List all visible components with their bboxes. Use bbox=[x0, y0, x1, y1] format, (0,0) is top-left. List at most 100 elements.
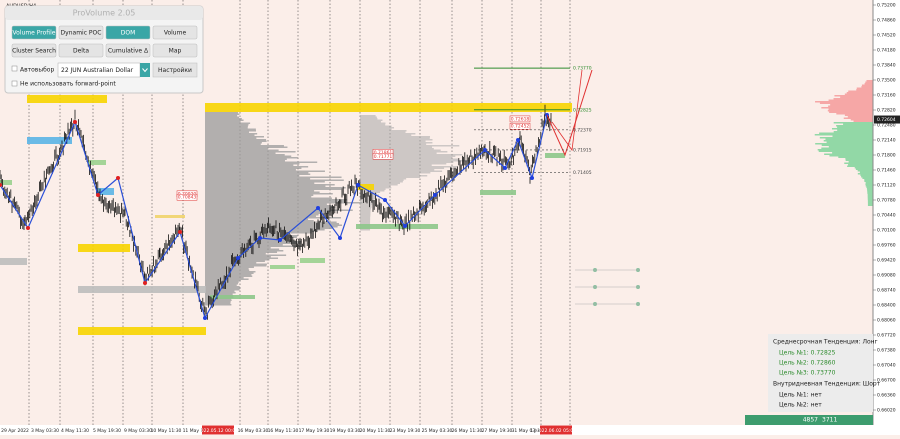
dom-profile-bar bbox=[862, 177, 874, 179]
volume-profile-bar bbox=[205, 247, 271, 249]
dom-profile-bar bbox=[821, 107, 886, 109]
checkbox[interactable] bbox=[11, 80, 18, 87]
volume-profile-bar bbox=[205, 176, 342, 178]
volume-profile-bar bbox=[205, 155, 292, 157]
time-highlight bbox=[540, 425, 572, 435]
volume-profile-bar bbox=[205, 221, 337, 223]
dom-profile-bar bbox=[854, 167, 879, 169]
time-label: 27 May 19:30 bbox=[482, 428, 513, 434]
volume-profile-bar bbox=[205, 164, 294, 166]
volume-profile-bar bbox=[360, 140, 426, 142]
tool-button[interactable] bbox=[58, 25, 104, 40]
volume-profile-bar bbox=[360, 137, 430, 139]
volume-profile-bar bbox=[205, 115, 238, 117]
time-label: 9 May 03:30 bbox=[124, 428, 152, 434]
time-label: 20 May 11:30 bbox=[360, 428, 391, 434]
tool-button[interactable] bbox=[105, 43, 151, 58]
dom-profile-bar bbox=[828, 108, 890, 110]
swing-point bbox=[278, 238, 282, 242]
price-label: 0.73840 bbox=[877, 63, 896, 69]
dom-profile-bar bbox=[823, 140, 889, 142]
volume-profile-bar bbox=[360, 217, 371, 219]
tool-button[interactable] bbox=[152, 43, 198, 58]
volume-profile-bar bbox=[360, 130, 407, 132]
volume-profile-bar bbox=[205, 170, 325, 172]
dom-profile-bar bbox=[867, 203, 874, 205]
zigzag-line bbox=[0, 114, 548, 320]
swing-point bbox=[143, 281, 147, 285]
dom-profile-bar bbox=[850, 119, 878, 121]
swing-point bbox=[356, 183, 360, 187]
price-box bbox=[176, 193, 198, 201]
dom-profile-bar bbox=[821, 144, 885, 146]
swing-point bbox=[178, 230, 182, 234]
swing-point bbox=[316, 206, 320, 210]
tool-button[interactable] bbox=[105, 25, 151, 40]
volume-profile-bar bbox=[205, 224, 342, 226]
dom-profile-bar bbox=[844, 114, 888, 116]
current-price-box bbox=[874, 115, 900, 124]
volume-profile-bar bbox=[205, 212, 329, 214]
panel-title: ProVolume 2.05 bbox=[73, 9, 136, 18]
dom-profile-bar bbox=[861, 176, 874, 178]
level-zone bbox=[300, 258, 325, 263]
volume-profile-bar bbox=[205, 233, 288, 235]
select-arrow[interactable] bbox=[140, 63, 150, 77]
volume-profile-bar bbox=[205, 200, 346, 202]
dom-profile-bar bbox=[817, 149, 876, 151]
volume-profile-bar bbox=[360, 187, 392, 189]
price-label: 0.68060 bbox=[877, 318, 896, 324]
volume-profile-bar bbox=[205, 152, 276, 154]
info-panel: Среднесрочная Тенденция: Лонг Цель №1: 0… bbox=[768, 334, 881, 412]
level-zone bbox=[0, 180, 12, 185]
swing-point bbox=[503, 166, 507, 170]
volume-profile-bar bbox=[205, 191, 320, 193]
volume-profile-bar bbox=[360, 215, 371, 217]
volume-profile-bar bbox=[205, 245, 303, 247]
dom-profile-bar bbox=[836, 113, 885, 115]
tool-button[interactable] bbox=[11, 25, 57, 40]
volume-profile-bar bbox=[205, 179, 344, 181]
volume-profile-bar bbox=[205, 173, 311, 175]
volume-profile-bar bbox=[205, 187, 346, 189]
volume-profile-bar bbox=[360, 206, 372, 208]
dom-profile-bar bbox=[865, 81, 874, 83]
dom-profile-bar bbox=[853, 120, 877, 122]
volume-profile-bar bbox=[205, 257, 279, 259]
volume-profile-bar bbox=[360, 122, 386, 124]
dom-profile-bar bbox=[856, 87, 875, 89]
volume-profile-bar bbox=[360, 119, 383, 121]
level-zone bbox=[78, 286, 206, 293]
volume-profile-bar bbox=[360, 184, 398, 186]
dom-profile-bar bbox=[848, 161, 884, 163]
volume-profile-bar bbox=[205, 211, 331, 213]
volume-profile-bar bbox=[205, 289, 240, 291]
dom-profile-bar bbox=[833, 98, 886, 100]
dom-profile-bar bbox=[846, 92, 878, 94]
volume-profile-bar bbox=[360, 163, 447, 165]
volume-profile-bar bbox=[205, 151, 296, 153]
tool-button-label: Volume bbox=[164, 29, 187, 36]
tool-button[interactable] bbox=[152, 25, 198, 40]
volume-profile-bar bbox=[205, 118, 242, 120]
arrow-icon bbox=[142, 68, 148, 73]
tool-button[interactable] bbox=[11, 43, 57, 58]
checkbox[interactable] bbox=[11, 65, 18, 72]
volume-profile-bar bbox=[205, 193, 333, 195]
dom-profile-bar bbox=[844, 162, 876, 164]
tool-button[interactable] bbox=[58, 43, 104, 58]
volume-profile-bar bbox=[360, 179, 404, 181]
dom-profile-bar bbox=[829, 155, 877, 157]
volume-profile-bar bbox=[205, 157, 298, 159]
dom-profile-bar bbox=[865, 183, 874, 185]
volume-profile-bar bbox=[360, 161, 454, 163]
volume-profile-bar bbox=[205, 133, 258, 135]
volume-profile-bar bbox=[360, 194, 379, 196]
volume-profile-bar bbox=[205, 194, 314, 196]
volume-profile-bar bbox=[360, 218, 371, 220]
intraday-target: Цель №2: нет bbox=[779, 402, 822, 409]
settings-button[interactable] bbox=[152, 62, 198, 78]
volume-profile-bar bbox=[360, 157, 453, 159]
volume-profile-bar bbox=[205, 218, 309, 220]
price-label: 0.72480 bbox=[877, 123, 896, 129]
